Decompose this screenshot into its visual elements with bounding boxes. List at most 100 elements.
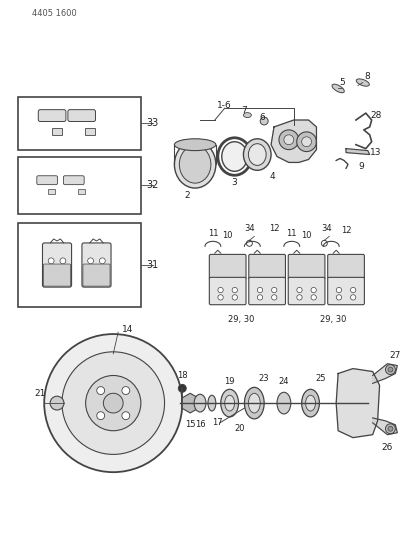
Text: 20: 20	[234, 424, 245, 433]
FancyBboxPatch shape	[63, 176, 84, 184]
Circle shape	[60, 258, 66, 264]
Circle shape	[97, 386, 104, 394]
Ellipse shape	[244, 139, 271, 171]
Polygon shape	[373, 418, 397, 435]
Text: 32: 32	[146, 180, 159, 190]
Circle shape	[311, 295, 316, 300]
Text: 34: 34	[321, 224, 332, 233]
Text: 12: 12	[341, 226, 351, 235]
FancyBboxPatch shape	[249, 277, 286, 305]
Text: 25: 25	[315, 374, 326, 383]
Ellipse shape	[180, 146, 211, 183]
Text: 10: 10	[222, 231, 233, 240]
Text: 24: 24	[279, 377, 289, 386]
Circle shape	[297, 295, 302, 300]
FancyBboxPatch shape	[288, 277, 325, 305]
Ellipse shape	[244, 387, 264, 419]
Circle shape	[218, 295, 223, 300]
Text: 31: 31	[146, 260, 159, 270]
FancyBboxPatch shape	[288, 254, 325, 279]
Text: 17: 17	[213, 418, 223, 427]
Circle shape	[272, 295, 277, 300]
Text: 3: 3	[232, 177, 237, 187]
Ellipse shape	[248, 144, 266, 165]
Text: 2: 2	[184, 191, 190, 200]
Text: 4: 4	[269, 172, 275, 181]
Bar	[18, 98, 141, 150]
Bar	[48, 189, 55, 194]
Circle shape	[388, 426, 393, 431]
Text: 12: 12	[269, 224, 279, 233]
Ellipse shape	[306, 395, 315, 411]
Circle shape	[88, 258, 93, 264]
Circle shape	[336, 287, 341, 293]
Bar	[18, 223, 141, 308]
Text: 4405 1600: 4405 1600	[32, 9, 77, 18]
Ellipse shape	[194, 394, 206, 412]
Polygon shape	[373, 364, 397, 383]
Bar	[18, 157, 141, 214]
Circle shape	[97, 411, 104, 419]
Ellipse shape	[221, 389, 239, 417]
Text: 28: 28	[370, 110, 381, 119]
FancyBboxPatch shape	[83, 264, 110, 286]
Polygon shape	[336, 369, 379, 438]
Text: 27: 27	[390, 351, 401, 360]
Text: 8: 8	[364, 72, 370, 81]
Ellipse shape	[244, 112, 251, 118]
Text: 29, 30: 29, 30	[320, 315, 346, 324]
Text: 10: 10	[302, 231, 312, 240]
FancyBboxPatch shape	[37, 176, 58, 184]
Polygon shape	[346, 149, 370, 155]
Circle shape	[260, 117, 268, 125]
Text: 16: 16	[195, 421, 205, 429]
FancyBboxPatch shape	[82, 243, 111, 287]
Ellipse shape	[302, 389, 319, 417]
FancyBboxPatch shape	[209, 254, 246, 279]
Circle shape	[48, 258, 54, 264]
FancyBboxPatch shape	[328, 277, 364, 305]
Text: 7: 7	[242, 106, 247, 115]
Circle shape	[232, 295, 237, 300]
Circle shape	[100, 258, 105, 264]
Text: 33: 33	[146, 118, 159, 128]
Text: 15: 15	[185, 421, 195, 429]
Text: 11: 11	[208, 229, 218, 238]
Circle shape	[86, 375, 141, 431]
Circle shape	[272, 287, 277, 293]
Circle shape	[178, 384, 186, 392]
Circle shape	[50, 396, 64, 410]
FancyBboxPatch shape	[38, 110, 66, 122]
Text: 1-6: 1-6	[217, 101, 232, 110]
FancyBboxPatch shape	[209, 277, 246, 305]
Ellipse shape	[356, 79, 369, 86]
Text: 5: 5	[339, 78, 345, 87]
Circle shape	[386, 365, 395, 375]
Bar	[84, 128, 95, 135]
Circle shape	[388, 367, 393, 372]
Text: 11: 11	[286, 229, 297, 238]
Circle shape	[336, 295, 341, 300]
Ellipse shape	[208, 395, 216, 411]
Ellipse shape	[222, 142, 247, 171]
Ellipse shape	[174, 139, 216, 151]
Ellipse shape	[225, 395, 235, 411]
Text: 13: 13	[370, 148, 381, 157]
Circle shape	[122, 386, 130, 394]
Circle shape	[386, 424, 395, 434]
Text: 9: 9	[358, 162, 364, 171]
Circle shape	[103, 393, 123, 413]
Ellipse shape	[277, 392, 291, 414]
Circle shape	[122, 411, 130, 419]
FancyBboxPatch shape	[328, 254, 364, 279]
Circle shape	[297, 287, 302, 293]
Circle shape	[284, 135, 294, 144]
Text: 29, 30: 29, 30	[228, 315, 255, 324]
Polygon shape	[271, 120, 317, 163]
Circle shape	[232, 287, 237, 293]
Text: 34: 34	[244, 224, 255, 233]
Circle shape	[350, 295, 356, 300]
Text: 6: 6	[259, 112, 265, 122]
Circle shape	[279, 130, 299, 150]
Circle shape	[297, 132, 317, 151]
